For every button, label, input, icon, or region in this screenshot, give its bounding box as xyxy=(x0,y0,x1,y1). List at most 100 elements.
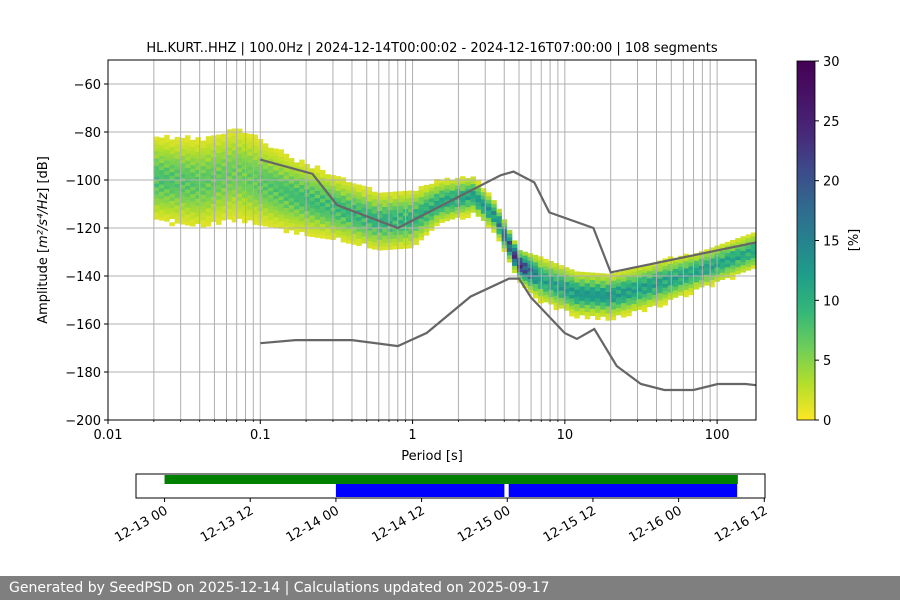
density-cell xyxy=(439,211,445,216)
density-cell xyxy=(205,211,212,216)
density-cell xyxy=(408,194,414,198)
density-cell xyxy=(361,225,367,230)
density-cell xyxy=(325,224,331,229)
density-cell xyxy=(387,195,393,200)
density-cell xyxy=(247,184,253,189)
density-cell xyxy=(195,158,201,163)
density-cell xyxy=(278,156,284,161)
density-cell xyxy=(236,160,243,165)
density-cell xyxy=(418,189,425,194)
density-cell xyxy=(683,264,689,269)
density-cell xyxy=(314,172,321,177)
density-cell xyxy=(605,306,611,310)
density-cell xyxy=(314,194,321,199)
density-cell xyxy=(231,160,238,165)
density-cell xyxy=(340,234,347,239)
density-cell xyxy=(361,207,367,212)
density-cell xyxy=(444,192,451,197)
density-cell xyxy=(340,216,347,221)
density-cell xyxy=(558,279,565,284)
density-cell xyxy=(216,199,222,204)
density-cell xyxy=(294,212,300,217)
density-cell xyxy=(724,270,731,275)
density-cell xyxy=(641,286,648,291)
density-cell xyxy=(512,244,518,248)
density-cell xyxy=(184,171,191,176)
density-cell xyxy=(730,257,736,262)
density-cell xyxy=(351,222,357,227)
density-cell xyxy=(589,304,596,309)
density-cell xyxy=(532,276,539,281)
density-cell xyxy=(299,159,305,164)
density-cell xyxy=(486,210,492,215)
density-cell xyxy=(283,168,290,173)
density-cell xyxy=(408,233,414,238)
density-cell xyxy=(387,245,393,250)
density-cell xyxy=(319,216,326,221)
density-cell xyxy=(439,215,445,220)
density-cell xyxy=(351,230,357,235)
density-cell xyxy=(288,201,295,206)
density-cell xyxy=(418,222,425,226)
density-cell xyxy=(470,180,476,184)
density-cell xyxy=(226,143,233,148)
density-cell xyxy=(216,152,222,157)
density-cell xyxy=(558,275,565,280)
density-cell xyxy=(153,179,160,184)
density-cell xyxy=(496,226,502,231)
density-cell xyxy=(475,212,482,217)
density-cell xyxy=(200,154,207,159)
density-cell xyxy=(278,149,284,154)
density-cell xyxy=(506,233,513,238)
density-cell xyxy=(247,151,253,156)
density-cell xyxy=(610,283,617,288)
density-cell xyxy=(667,288,674,293)
density-cell xyxy=(221,187,227,192)
density-cell xyxy=(600,294,606,299)
density-cell xyxy=(506,229,513,234)
density-cell xyxy=(683,282,689,287)
density-cell xyxy=(309,218,316,223)
density-cell xyxy=(548,278,554,283)
y-axis-label-suffix: ] [dB] xyxy=(36,156,51,193)
density-cell xyxy=(361,196,367,201)
density-cell xyxy=(678,284,684,289)
density-cell xyxy=(678,277,684,282)
density-cell xyxy=(553,277,560,282)
density-cell xyxy=(543,262,549,267)
x-tick-label: 10 xyxy=(557,428,574,443)
density-cell xyxy=(361,192,367,197)
density-cell xyxy=(610,291,617,296)
density-cell xyxy=(242,136,248,141)
density-cell xyxy=(309,189,316,194)
density-cell xyxy=(335,190,342,195)
density-cell xyxy=(184,207,191,212)
density-cell xyxy=(159,148,165,153)
density-cell xyxy=(288,158,295,162)
density-cell xyxy=(216,148,222,153)
density-cell xyxy=(247,180,253,185)
density-cell xyxy=(184,167,191,172)
density-cell xyxy=(226,183,233,188)
density-cell xyxy=(216,134,222,139)
density-cell xyxy=(169,204,175,209)
density-cell xyxy=(221,194,227,199)
y-axis-label-prefix: Amplitude [ xyxy=(36,248,51,324)
density-cell xyxy=(247,137,253,142)
density-cell xyxy=(371,206,378,211)
density-cell xyxy=(392,223,399,228)
density-cell xyxy=(418,196,425,201)
density-cell xyxy=(159,166,165,171)
density-cell xyxy=(153,158,160,163)
density-cell xyxy=(200,187,207,192)
density-cell xyxy=(678,270,684,275)
density-cell xyxy=(169,189,175,194)
density-cell xyxy=(190,186,196,191)
plot-frame xyxy=(107,59,757,421)
density-cell xyxy=(709,247,715,252)
timeline-tick-label: 12-15 00 xyxy=(455,503,513,545)
density-cell xyxy=(309,207,316,212)
density-cell xyxy=(314,233,321,238)
density-cell xyxy=(418,211,425,216)
density-cell xyxy=(278,196,284,201)
